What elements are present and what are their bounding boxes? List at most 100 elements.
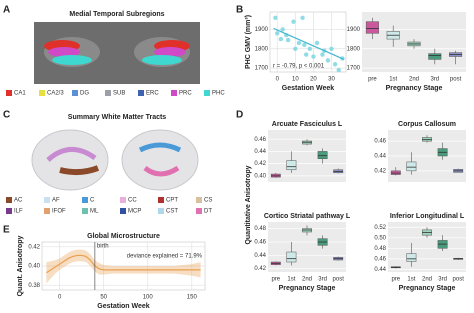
brain-image-a (34, 22, 200, 84)
legend-swatch (158, 208, 164, 214)
legend-label: PHC (212, 91, 225, 97)
legend-swatch (39, 90, 45, 96)
x-tick-label: 10 (292, 77, 299, 83)
legend-swatch (72, 90, 78, 96)
x-tick-label: 1st (389, 77, 397, 83)
panel-label: A (3, 5, 10, 16)
x-tick-label: 20 (310, 77, 317, 83)
legend-label: DT (204, 209, 212, 215)
legend-swatch (138, 90, 144, 96)
point (278, 36, 284, 42)
axis-label: Quantitative Anisotropy (245, 165, 252, 244)
annotation: deviance explained = 71.9% (127, 254, 203, 260)
legend-label: ILF (14, 209, 23, 215)
legend-swatch (204, 90, 210, 96)
fit-line (273, 27, 345, 61)
x-tick-label: 0 (276, 77, 280, 83)
legend-swatch (120, 208, 126, 214)
box (428, 53, 442, 60)
x-axis-label: Pregnancy Stage (279, 285, 336, 292)
y-tick-label: 0.44 (254, 253, 266, 259)
y-tick-label: 0.50 (374, 235, 386, 241)
y-tick-label: 0.40 (28, 264, 40, 270)
legend-label: PRC (179, 91, 192, 97)
chart: 1700 1800 1900 0 10 20 30 Gestation Week PHC GMV… (245, 11, 347, 92)
annotation: birth (97, 244, 109, 250)
x-tick-label: 150 (187, 295, 198, 301)
x-tick-label: pre (271, 277, 280, 283)
legend-label: CA1 (14, 91, 26, 97)
y-tick-label: 0.42 (254, 266, 266, 272)
point (285, 37, 291, 43)
chart: 0.38 0.40 0.42 0 50 100 150 Global Microstructu… (17, 233, 206, 310)
panel-title: Summary White Matter Tracts (68, 114, 167, 121)
y-tick-label: 1900 (347, 27, 361, 33)
legend-swatch (82, 208, 88, 214)
legend-swatch (120, 197, 126, 203)
x-tick-label: 30 (328, 77, 335, 83)
plot-background (269, 11, 347, 73)
box (317, 151, 328, 160)
box (406, 161, 417, 172)
point (311, 54, 316, 59)
y-tick-label: 0.40 (254, 173, 266, 179)
legend-label: SUB (113, 91, 125, 97)
x-tick-label: pre (368, 77, 377, 83)
y-tick-label: 0.46 (254, 240, 266, 246)
x-tick-label: post (453, 277, 465, 283)
confidence-band (46, 249, 201, 284)
chart: 0.44 0.46 0.48 0.50 0.52 Inferior Longitudina… (374, 213, 466, 292)
y-tick-label: 1900 (255, 27, 269, 33)
legend-label: ERC (146, 91, 159, 97)
legend-swatch (6, 208, 12, 214)
point (303, 52, 309, 57)
brain-image-c (31, 129, 199, 191)
x-tick-label: 100 (143, 295, 154, 301)
y-tick-label: 1700 (347, 66, 361, 72)
chart: 0.40 0.42 0.44 0.46 Arcuate Fasciculus L (254, 121, 346, 182)
x-tick-label: 3rd (318, 277, 327, 283)
panel-label: E (3, 225, 10, 236)
legend-label: CPT (166, 198, 178, 204)
chart-title: Arcuate Fasciculus L (272, 121, 343, 128)
point (293, 46, 298, 51)
legend-label: MCP (128, 209, 141, 215)
legend-swatch (82, 197, 88, 203)
x-tick-label: 0 (58, 295, 62, 301)
point (300, 15, 305, 21)
legend-label: CS (204, 198, 212, 204)
y-tick-label: 0.42 (374, 168, 386, 174)
y-tick-label: 0.44 (374, 154, 386, 160)
point (273, 15, 278, 21)
y-tick-label: 0.44 (254, 149, 266, 155)
chart: 1700 1800 1900 Pregnancy Stage pre 1st 2nd 3rd p… (347, 12, 466, 92)
panel-label: C (3, 110, 10, 121)
box (406, 253, 417, 262)
annotation: r = -0.79, p < 0.001 (273, 64, 325, 70)
y-axis-label: Quant. Anisotropy (17, 235, 24, 296)
y-tick-label: 1700 (255, 66, 269, 72)
y-tick-label: 0.44 (374, 267, 386, 273)
chart: 0.42 0.44 0.46 0.48 Cortico Striatal pathway… (254, 213, 351, 292)
legend-label: AC (14, 198, 23, 204)
plot-background (268, 130, 346, 182)
legend-swatch (6, 90, 12, 96)
point (320, 52, 325, 57)
y-axis-label: PHC GMV (mm³) (245, 15, 252, 69)
panel-label: D (236, 110, 243, 121)
point (314, 40, 320, 46)
box (365, 21, 379, 34)
legend-swatch (105, 90, 111, 96)
legend-label: CST (166, 209, 178, 215)
point (291, 19, 296, 24)
point (296, 40, 302, 46)
x-tick-label: post (333, 277, 345, 283)
box (286, 251, 297, 263)
x-tick-label: 2nd (422, 277, 432, 283)
legend-swatch (196, 197, 202, 203)
point (336, 67, 341, 73)
x-tick-label: 2nd (302, 277, 312, 283)
point (307, 46, 313, 51)
legend-swatch (171, 90, 177, 96)
point (302, 42, 307, 48)
